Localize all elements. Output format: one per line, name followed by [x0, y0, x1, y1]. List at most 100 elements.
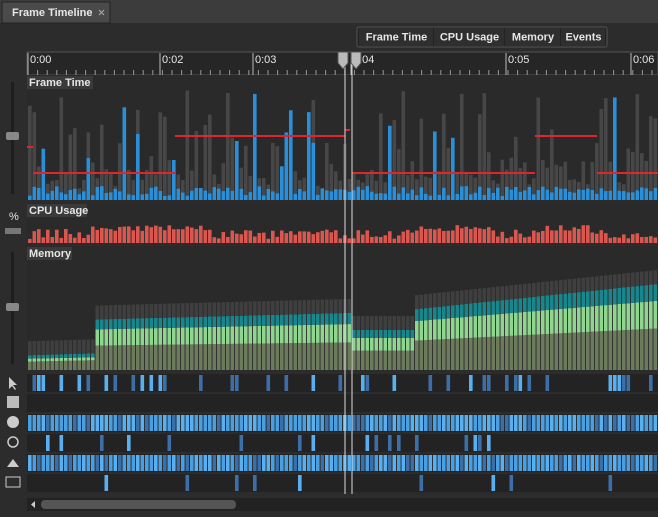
memory-bar	[446, 291, 451, 306]
key-icon[interactable]	[7, 396, 19, 408]
event-block	[77, 375, 82, 391]
playhead-handle[interactable]	[350, 51, 362, 70]
memory-bar	[77, 360, 82, 370]
frame-bar	[257, 186, 262, 200]
event-block	[167, 435, 172, 451]
memory-bar	[172, 327, 176, 345]
memory-bar	[406, 337, 410, 351]
memory-bar	[109, 345, 113, 370]
frame-bar-gray	[482, 93, 487, 200]
memory-bar	[28, 361, 32, 370]
event-block	[415, 415, 419, 431]
toolbar-button[interactable]	[434, 28, 504, 46]
event-block	[28, 415, 32, 431]
frame-bar-gray	[383, 182, 388, 200]
scrollbar-thumb[interactable]	[41, 500, 236, 509]
cpu-bar	[82, 238, 86, 243]
cpu-bar	[212, 237, 217, 243]
memory-bar	[374, 329, 379, 338]
event-block	[50, 455, 55, 471]
memory-bar	[46, 361, 50, 370]
memory-bar	[194, 302, 199, 317]
cpu-bar	[329, 232, 334, 243]
cpu-bar	[469, 229, 473, 243]
memory-bar	[505, 313, 509, 337]
frame-bar-gray	[518, 168, 523, 200]
tab[interactable]	[1, 1, 111, 24]
event-block	[590, 415, 595, 431]
memory-bar	[527, 311, 532, 335]
event-block	[82, 455, 86, 471]
frame-bar	[437, 194, 442, 200]
event-block	[626, 455, 631, 471]
memory-bar	[532, 334, 536, 370]
cpu-bar	[176, 229, 181, 243]
cpu-bar	[374, 236, 379, 243]
memory-bar	[325, 342, 329, 370]
cpu-bar	[275, 236, 280, 243]
cursor-icon[interactable]	[9, 377, 17, 390]
toolbar-button[interactable]	[359, 28, 433, 46]
event-block	[586, 415, 590, 431]
frame-bar	[392, 186, 397, 200]
memory-bar	[572, 278, 577, 293]
event-block	[464, 455, 469, 471]
cpu-bar	[284, 233, 289, 243]
toolbar-button[interactable]	[505, 28, 560, 46]
event-block	[433, 415, 437, 431]
memory-bar	[118, 318, 122, 329]
frame-bar-gray	[50, 180, 55, 200]
frame-bar-gray	[595, 143, 599, 200]
event-block	[284, 455, 289, 471]
slider-thumb[interactable]	[6, 132, 19, 140]
toolbar-button[interactable]	[561, 28, 605, 46]
event-block	[37, 455, 41, 471]
frame-bar	[541, 186, 545, 200]
cpu-icon[interactable]	[5, 228, 21, 234]
physics-icon[interactable]	[7, 416, 19, 428]
memory-bar	[37, 354, 41, 359]
memory-bar	[469, 303, 473, 317]
event-block	[109, 415, 113, 431]
memory-bar	[451, 305, 455, 318]
frame-bar-gray	[653, 118, 658, 200]
event-block	[518, 375, 523, 391]
event-block	[199, 375, 203, 391]
cpu-bar	[235, 233, 239, 243]
frame-bar	[244, 195, 248, 200]
frame-bar	[109, 192, 113, 200]
playhead-handle[interactable]	[337, 51, 349, 70]
cpu-bar	[496, 236, 500, 243]
frame-bar-gray	[568, 179, 572, 200]
memory-bar	[451, 317, 455, 339]
memory-bar	[545, 334, 550, 370]
memory-bar	[185, 327, 190, 345]
memory-bar	[167, 303, 172, 318]
frame-bar-gray	[181, 180, 185, 200]
memory-bar	[370, 329, 374, 338]
event-block	[100, 435, 104, 451]
render-icon[interactable]	[7, 459, 19, 467]
memory-bar	[95, 305, 100, 320]
frame-bar-gray	[554, 164, 559, 200]
memory-bar	[563, 308, 568, 334]
memory-bar	[347, 312, 352, 325]
event-block	[572, 415, 577, 431]
timer-icon[interactable]	[7, 436, 19, 448]
cpu-bar	[473, 227, 478, 243]
event-block	[491, 475, 496, 491]
tab-close[interactable]	[98, 9, 105, 16]
frame-bar	[59, 192, 64, 200]
memory-bar	[131, 345, 136, 370]
frame-bar-gray	[563, 161, 568, 200]
text-icon[interactable]	[5, 476, 21, 488]
frame-bar	[514, 187, 518, 200]
slider-thumb[interactable]	[6, 303, 19, 311]
frame-bar	[311, 142, 316, 200]
scroll-left[interactable]	[31, 501, 35, 508]
event-block	[469, 455, 473, 471]
memory-bar	[469, 337, 473, 370]
memory-bar	[541, 310, 545, 335]
